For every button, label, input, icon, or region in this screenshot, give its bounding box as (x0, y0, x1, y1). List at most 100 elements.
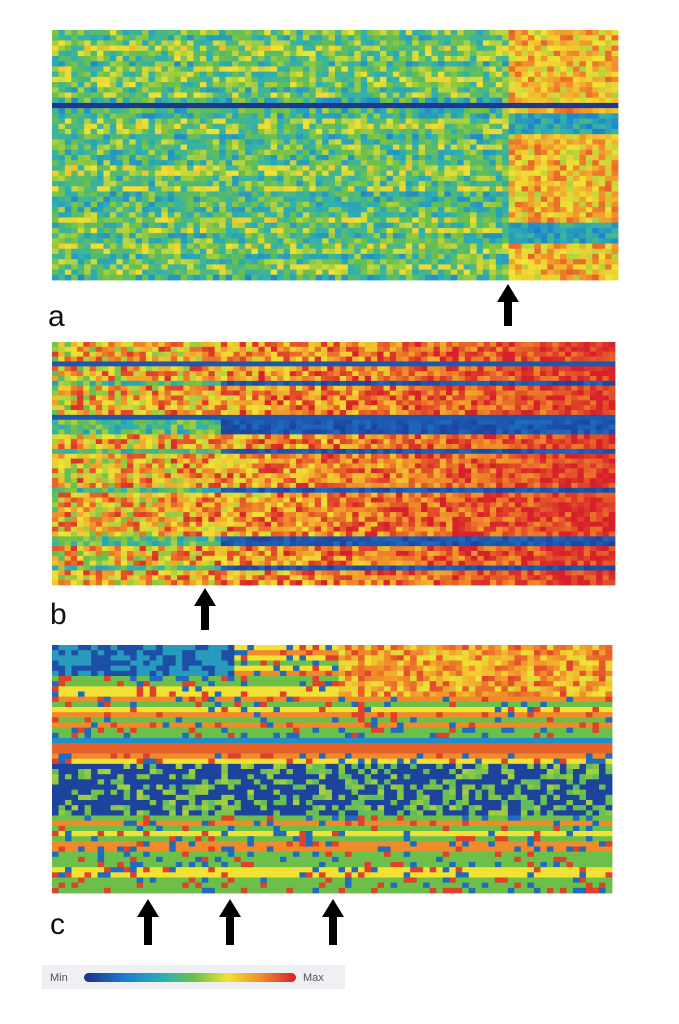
heatmap-cell (566, 102, 574, 109)
heatmap-cell (270, 342, 278, 348)
heatmap-cell (84, 222, 91, 229)
heatmap-cell (534, 248, 542, 255)
heatmap-cell (309, 66, 317, 73)
heatmap-cell (109, 238, 117, 244)
heatmap-cell (347, 207, 355, 213)
heatmap-cell (322, 259, 329, 265)
heatmap-cell (463, 76, 471, 83)
heatmap-cell (405, 181, 413, 187)
heatmap-cell (433, 376, 441, 382)
heatmap-cell (515, 181, 522, 187)
heatmap-cell (605, 253, 612, 260)
heatmap-cell (116, 82, 124, 88)
heatmap-cell (482, 144, 490, 151)
heatmap-cell (206, 160, 214, 166)
heatmap-cell (245, 346, 253, 353)
heatmap-cell (127, 361, 134, 367)
heatmap-cell (89, 351, 97, 357)
heatmap-cell (418, 50, 426, 57)
heatmap-cell (129, 123, 137, 130)
heatmap-cell (389, 371, 397, 377)
heatmap-cell (116, 238, 124, 244)
heatmap-cell (572, 227, 580, 234)
heatmap-cell (412, 35, 420, 41)
heatmap-cell (225, 160, 233, 166)
heatmap-cell (145, 346, 153, 353)
heatmap-cell (553, 40, 561, 47)
heatmap-cell (161, 201, 169, 208)
heatmap-cell (239, 361, 247, 367)
heatmap-cell (335, 243, 342, 250)
heatmap-cell (206, 175, 214, 182)
heatmap-cell (596, 351, 603, 357)
heatmap-cell (386, 35, 394, 41)
heatmap-cell (354, 217, 362, 224)
heatmap-cell (270, 356, 278, 362)
heatmap-cell (577, 342, 585, 348)
heatmap-cell (592, 45, 600, 52)
heatmap-cell (58, 123, 66, 130)
heatmap-cell (527, 61, 535, 67)
heatmap-cell (199, 233, 207, 239)
heatmap-cell (418, 97, 426, 104)
heatmap-cell (547, 243, 555, 250)
heatmap-cell (553, 243, 561, 250)
heatmap-cell (97, 149, 104, 156)
heatmap-cell (605, 196, 612, 203)
heatmap-cell (328, 243, 336, 250)
heatmap-cell (470, 186, 477, 192)
heatmap-cell (219, 217, 227, 224)
heatmap-cell (476, 92, 484, 99)
heatmap-cell (154, 191, 162, 198)
heatmap-cell (560, 269, 567, 276)
heatmap-cell (122, 269, 130, 276)
heatmap-cell (402, 361, 409, 367)
heatmap-cell (572, 128, 580, 135)
heatmap-cell (199, 82, 207, 88)
heatmap-cell (232, 76, 239, 83)
heatmap-cell (405, 50, 413, 57)
heatmap-cell (534, 71, 542, 78)
heatmap-cell (560, 274, 567, 281)
heatmap-cell (489, 186, 497, 192)
heatmap-cell (341, 207, 349, 213)
heatmap-cell (277, 238, 284, 244)
heatmap-cell (302, 82, 310, 88)
heatmap-cell (77, 227, 85, 234)
heatmap-cell (251, 139, 259, 145)
heatmap-cell (199, 207, 207, 213)
heatmap-cell (154, 269, 162, 276)
heatmap-cell (418, 35, 426, 41)
heatmap-cell (154, 222, 162, 229)
heatmap-cell (502, 222, 510, 229)
heatmap-cell (571, 342, 578, 348)
heatmap-cell (598, 264, 606, 270)
heatmap-cell (592, 56, 600, 62)
heatmap-cell (521, 113, 529, 119)
heatmap-cell (244, 217, 252, 224)
heatmap-cell (521, 139, 529, 145)
heatmap-cell (527, 346, 535, 353)
heatmap-cell (592, 186, 600, 192)
heatmap-cell (77, 212, 85, 218)
heatmap-cell (437, 71, 445, 78)
heatmap-cell (508, 82, 516, 88)
heatmap-cell (515, 50, 522, 57)
heatmap-cell (177, 342, 184, 348)
heatmap-cell (489, 191, 497, 198)
heatmap-cell (167, 92, 175, 99)
heatmap-cell (360, 201, 368, 208)
heatmap-cell (373, 186, 381, 192)
heatmap-cell (289, 97, 297, 104)
heatmap-cell (392, 264, 400, 270)
heatmap-cell (515, 233, 522, 239)
heatmap-cell (328, 201, 336, 208)
heatmap-cell (450, 212, 458, 218)
heatmap-cell (457, 264, 465, 270)
heatmap-cell (328, 139, 336, 145)
heatmap-cell (585, 113, 593, 119)
heatmap-cell (193, 56, 201, 62)
heatmap-cell (399, 61, 407, 67)
heatmap-cell (360, 160, 368, 166)
heatmap-cell (380, 181, 387, 187)
